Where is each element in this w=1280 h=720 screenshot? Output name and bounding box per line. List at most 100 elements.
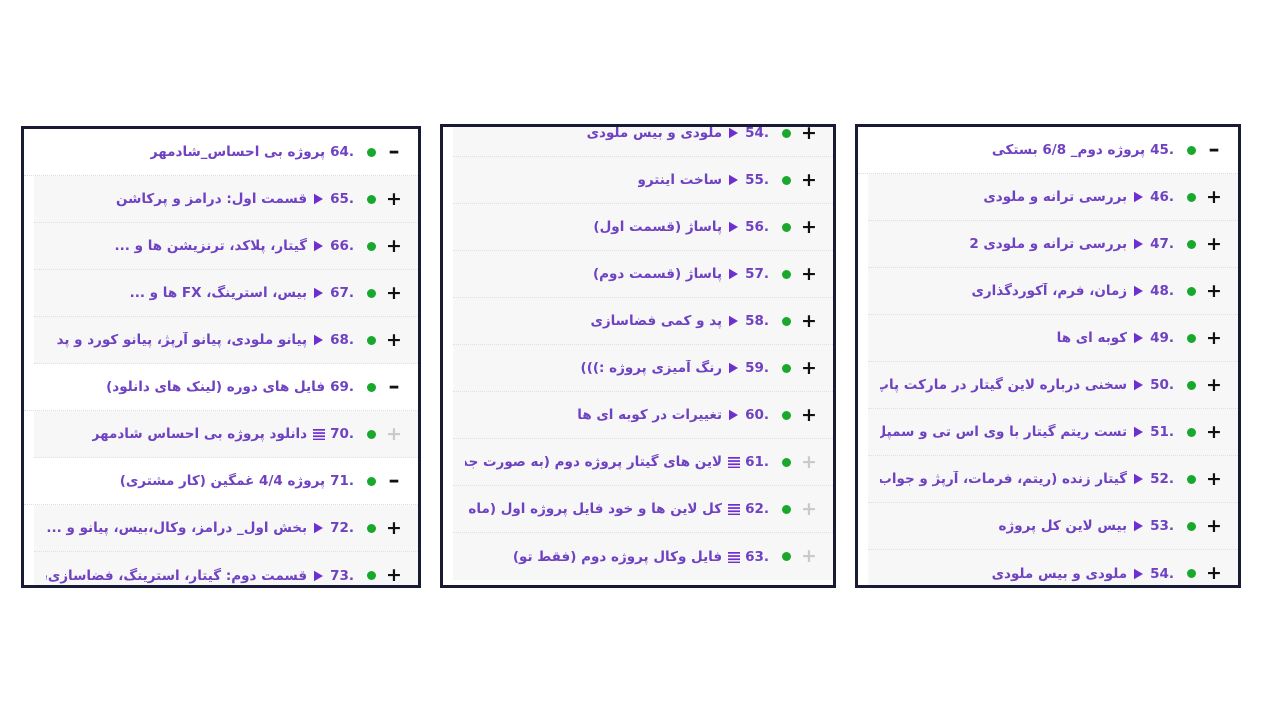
row-index: 48.	[1150, 283, 1174, 299]
expand-toggle-icon[interactable]: +	[386, 516, 402, 539]
expand-toggle-icon[interactable]: +	[386, 328, 402, 351]
lecture-row[interactable]: +70. دانلود پروژه بی احساس شادمهر	[34, 411, 418, 458]
row-title: پروژه 4/4 غمگین (کار مشتری)	[119, 473, 326, 489]
row-index: 57.	[745, 266, 769, 282]
expand-toggle-icon[interactable]: +	[801, 168, 817, 191]
collapse-toggle-icon[interactable]: –	[388, 468, 400, 493]
play-triangle-icon	[1132, 191, 1145, 204]
row-label: 70. دانلود پروژه بی احساس شادمهر	[46, 426, 360, 442]
expand-toggle-icon[interactable]: +	[386, 234, 402, 257]
row-title: بررسی ترانه و ملودی 2	[969, 236, 1128, 252]
row-index: 59.	[745, 360, 769, 376]
row-label: 67. بیس، استرینگ، FX ها و ...	[46, 285, 360, 301]
green-dot-icon	[360, 147, 382, 157]
lecture-row[interactable]: +68. پیانو ملودی، پیانو آرپژ، پیانو کورد …	[34, 317, 418, 364]
lecture-row[interactable]: +54. ملودی و بیس ملودی	[868, 550, 1238, 585]
collapse-toggle-icon[interactable]: –	[388, 374, 400, 399]
row-title: فایل وکال پروژه دوم (فقط تو)	[512, 548, 723, 565]
lecture-row[interactable]: +60. تغییرات در کوبه ای ها	[453, 392, 833, 439]
lecture-row[interactable]: +52. گیتار زنده (ریتم، فرمات، آرپژ و جواب…	[868, 456, 1238, 503]
row-label: 64. پروژه بی احساس_شادمهر	[36, 144, 360, 160]
row-label: 51. تست ریتم گیتار با وی اس تی و سمپل پک	[880, 424, 1180, 440]
lecture-row[interactable]: +48. زمان، فرم، آکوردگذاری	[868, 268, 1238, 315]
expand-toggle-icon[interactable]: +	[1206, 185, 1222, 208]
expand-toggle-icon[interactable]: +	[801, 403, 817, 426]
collapse-toggle-icon[interactable]: –	[388, 139, 400, 164]
lecture-row[interactable]: +59. رنگ آمیزی پروژه :)))	[453, 345, 833, 392]
lecture-row[interactable]: +50. سخنی درباره لاین گیتار در مارکت پاپ …	[868, 362, 1238, 409]
row-title: پروژه بی احساس_شادمهر	[149, 144, 326, 160]
play-triangle-icon	[1132, 238, 1145, 251]
row-title: کوبه ای ها	[1056, 330, 1128, 346]
section-row[interactable]: – 64. پروژه بی احساس_شادمهر	[24, 129, 418, 176]
section-row[interactable]: – 71. پروژه 4/4 غمگین (کار مشتری)	[24, 458, 418, 505]
green-dot-icon	[775, 457, 797, 467]
lecture-row[interactable]: +49. کوبه ای ها	[868, 315, 1238, 362]
lecture-row[interactable]: +62. کل لاین ها و خود فایل پروژه اول (ماه…	[453, 486, 833, 533]
play-triangle-icon	[727, 174, 740, 187]
panel-scroll-left[interactable]: – 64. پروژه بی احساس_شادمهر +65. قسمت اول: د…	[24, 129, 418, 586]
panel-scroll-right[interactable]: – 45. پروژه دوم_ 6/8 بستکی +46. بررسی ترانه …	[858, 127, 1238, 585]
row-index: 58.	[745, 313, 769, 329]
play-triangle-icon	[1132, 520, 1145, 533]
play-triangle-icon	[312, 569, 325, 582]
lecture-row[interactable]: +61. لاین های گیتار پروژه دوم (به صورت جد…	[453, 439, 833, 486]
lecture-row[interactable]: +54. ملودی و بیس ملودی	[453, 124, 833, 157]
lecture-row[interactable]: +56. پاساژ (قسمت اول)	[453, 204, 833, 251]
row-label: 57. پاساژ (قسمت دوم)	[465, 266, 775, 282]
expand-toggle-icon[interactable]: +	[386, 187, 402, 210]
expand-toggle-icon[interactable]: +	[801, 124, 817, 144]
lecture-row[interactable]: +53. بیس لاین کل پروژه	[868, 503, 1238, 550]
green-dot-icon	[1180, 192, 1202, 202]
row-label: 49. کوبه ای ها	[880, 330, 1180, 346]
expand-toggle-icon[interactable]: +	[386, 281, 402, 304]
row-title: زمان، فرم، آکوردگذاری	[971, 283, 1128, 299]
row-index: 55.	[745, 172, 769, 188]
expand-toggle-icon[interactable]: +	[1206, 467, 1222, 490]
green-dot-icon	[360, 429, 382, 439]
expand-toggle-icon[interactable]: +	[1206, 373, 1222, 396]
play-triangle-icon	[1132, 379, 1145, 392]
expand-toggle-icon[interactable]: +	[1206, 232, 1222, 255]
expand-toggle-icon[interactable]: +	[1206, 420, 1222, 443]
play-triangle-icon	[312, 334, 325, 347]
row-title: پروژه دوم_ 6/8 بستکی	[991, 142, 1146, 158]
expand-toggle-icon[interactable]: +	[1206, 279, 1222, 302]
row-title: لاین های گیتار پروژه دوم (به صورت جدا)	[465, 454, 723, 470]
section-row[interactable]: – 45. پروژه دوم_ 6/8 بستکی	[858, 127, 1238, 174]
row-label: 61. لاین های گیتار پروژه دوم (به صورت جدا…	[465, 454, 775, 470]
expand-toggle-icon[interactable]: +	[1206, 514, 1222, 537]
expand-toggle-icon[interactable]: +	[386, 564, 402, 586]
lecture-row[interactable]: +67. بیس، استرینگ، FX ها و ...	[34, 270, 418, 317]
green-dot-icon	[1180, 380, 1202, 390]
row-label: 48. زمان، فرم، آکوردگذاری	[880, 283, 1180, 299]
row-index: 51.	[1150, 424, 1174, 440]
lecture-row[interactable]: +66. گیتار، پلاکد، ترنزیشن ها و ...	[34, 223, 418, 270]
expand-toggle-icon[interactable]: +	[801, 309, 817, 332]
expand-toggle-icon[interactable]: +	[1206, 562, 1222, 584]
lecture-row[interactable]: +63. فایل وکال پروژه دوم (فقط تو)	[453, 533, 833, 580]
expand-toggle-icon[interactable]: +	[801, 356, 817, 379]
lecture-row[interactable]: +72. بخش اول_ درامز، وکال،بیس، پیانو و ..…	[34, 505, 418, 552]
row-label: 54. ملودی و بیس ملودی	[880, 566, 1180, 582]
row-label: 52. گیتار زنده (ریتم، فرمات، آرپژ و جواب)	[880, 471, 1180, 487]
collapse-toggle-icon[interactable]: –	[1208, 137, 1220, 162]
lecture-row[interactable]: +51. تست ریتم گیتار با وی اس تی و سمپل پک	[868, 409, 1238, 456]
panel-scroll-middle[interactable]: +54. ملودی و بیس ملودی +55. ساخت اینترو +56.…	[443, 124, 833, 580]
row-label: 46. بررسی ترانه و ملودی	[880, 189, 1180, 205]
row-title: فایل های دوره (لینک های دانلود)	[106, 379, 326, 395]
expand-toggle-icon[interactable]: +	[1206, 326, 1222, 349]
lecture-row[interactable]: +58. پد و کمی فضاسازی	[453, 298, 833, 345]
expand-toggle-icon[interactable]: +	[801, 262, 817, 285]
lecture-row[interactable]: +73. قسمت دوم: گیتار، استرینگ، فضاسازی، پ…	[34, 552, 418, 586]
lecture-row[interactable]: +47. بررسی ترانه و ملودی 2	[868, 221, 1238, 268]
row-label: 66. گیتار، پلاکد، ترنزیشن ها و ...	[46, 238, 360, 254]
lecture-row[interactable]: +65. قسمت اول: درامز و پرکاشن	[34, 176, 418, 223]
expand-toggle-icon[interactable]: +	[801, 215, 817, 238]
section-row[interactable]: – 69. فایل های دوره (لینک های دانلود)	[24, 364, 418, 411]
lecture-row[interactable]: +46. بررسی ترانه و ملودی	[868, 174, 1238, 221]
lecture-row[interactable]: +55. ساخت اینترو	[453, 157, 833, 204]
lecture-row[interactable]: +57. پاساژ (قسمت دوم)	[453, 251, 833, 298]
row-label: 69. فایل های دوره (لینک های دانلود)	[36, 379, 360, 395]
row-index: 61.	[745, 454, 769, 470]
